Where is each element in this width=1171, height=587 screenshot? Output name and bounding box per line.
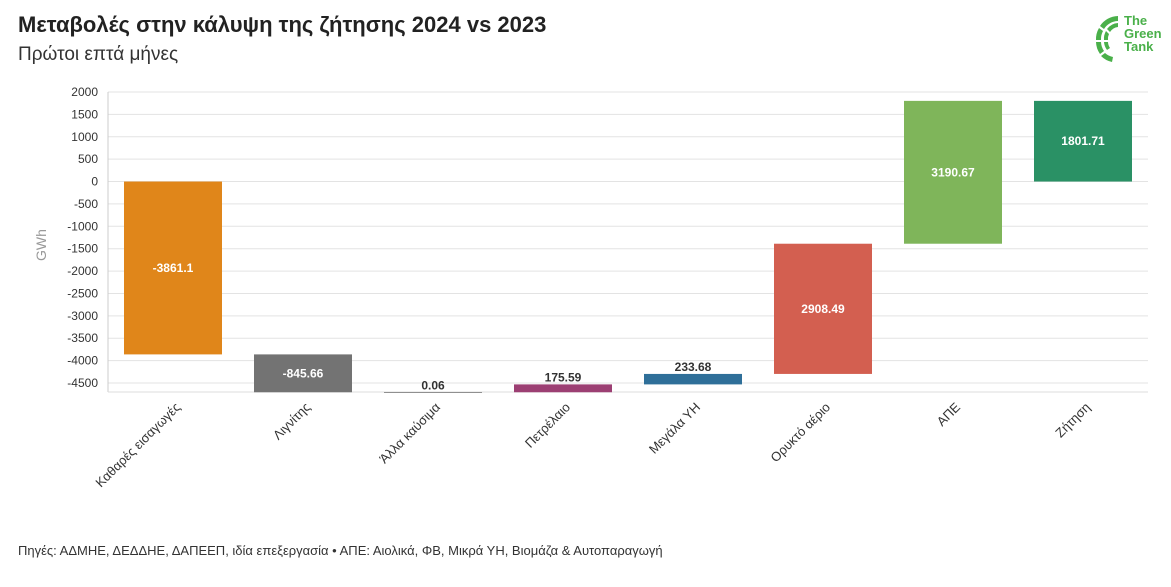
logo-line-1: The xyxy=(1124,13,1148,28)
logo-line-2: Green xyxy=(1124,26,1162,41)
value-labels: -3861.1 -845.66 0.06 175.59 233.68 2908.49 319… xyxy=(153,134,1105,392)
bar xyxy=(384,392,482,393)
category-label: Ορυκτό αέριο xyxy=(767,399,833,465)
category-label: ΑΠΕ xyxy=(934,399,964,429)
bar xyxy=(514,384,612,393)
bar xyxy=(124,181,222,355)
category-label: Άλλα καύσιμα xyxy=(376,399,443,466)
value-label: 1801.71 xyxy=(1061,134,1105,148)
y-tick-label: -4500 xyxy=(67,376,98,390)
category-label: Ζήτηση xyxy=(1052,399,1093,440)
y-tick-label: -3500 xyxy=(67,331,98,345)
chart-title: Μεταβολές στην κάλυψη της ζήτησης 2024 v… xyxy=(18,12,547,37)
value-label: -845.66 xyxy=(283,366,324,380)
category-label: Μεγάλα ΥΗ xyxy=(646,399,703,456)
value-label: 2908.49 xyxy=(801,302,845,316)
category-label: Καθαρές εισαγωγές xyxy=(92,399,183,490)
y-tick-label: 500 xyxy=(78,152,98,166)
bar xyxy=(1034,100,1132,182)
bar xyxy=(774,243,872,374)
logo-line-3: Tank xyxy=(1124,39,1154,54)
source-note: Πηγές: ΑΔΜΗΕ, ΔΕΔΔΗΕ, ΔΑΠΕΕΠ, ιδία επεξε… xyxy=(18,543,663,558)
y-tick-label: 1000 xyxy=(71,130,98,144)
green-tank-logo-icon xyxy=(1095,16,1118,62)
value-label: 3190.67 xyxy=(931,165,975,179)
y-axis-label: GWh xyxy=(33,229,49,261)
value-label: 0.06 xyxy=(421,378,445,392)
y-tick-label: 0 xyxy=(91,175,98,189)
y-axis-ticks: 2000 1500 1000 500 0 -500 -1000 -1500 -2000 -2500… xyxy=(67,85,98,390)
y-tick-label: 2000 xyxy=(71,85,98,99)
bars xyxy=(124,100,1132,393)
category-label: Πετρέλαιο xyxy=(522,399,573,450)
value-label: 175.59 xyxy=(545,370,582,384)
y-tick-label: -4000 xyxy=(67,354,98,368)
y-tick-label: -1500 xyxy=(67,242,98,256)
category-labels: Καθαρές εισαγωγές Λιγνίτης Άλλα καύσιμα Πετ… xyxy=(92,399,1093,490)
value-label: 233.68 xyxy=(675,360,712,374)
bar xyxy=(254,354,352,393)
bar xyxy=(904,100,1002,244)
value-label: -3861.1 xyxy=(153,261,194,275)
y-tick-label: -1000 xyxy=(67,219,98,233)
logo-text: The Green Tank xyxy=(1124,14,1162,53)
y-tick-label: -2000 xyxy=(67,264,98,278)
y-tick-label: 1500 xyxy=(71,107,98,121)
bar xyxy=(644,373,742,385)
y-tick-label: -2500 xyxy=(67,286,98,300)
y-tick-label: -3000 xyxy=(67,309,98,323)
category-label: Λιγνίτης xyxy=(270,399,313,442)
y-tick-label: -500 xyxy=(74,197,98,211)
chart-subtitle: Πρώτοι επτά μήνες xyxy=(18,44,179,65)
